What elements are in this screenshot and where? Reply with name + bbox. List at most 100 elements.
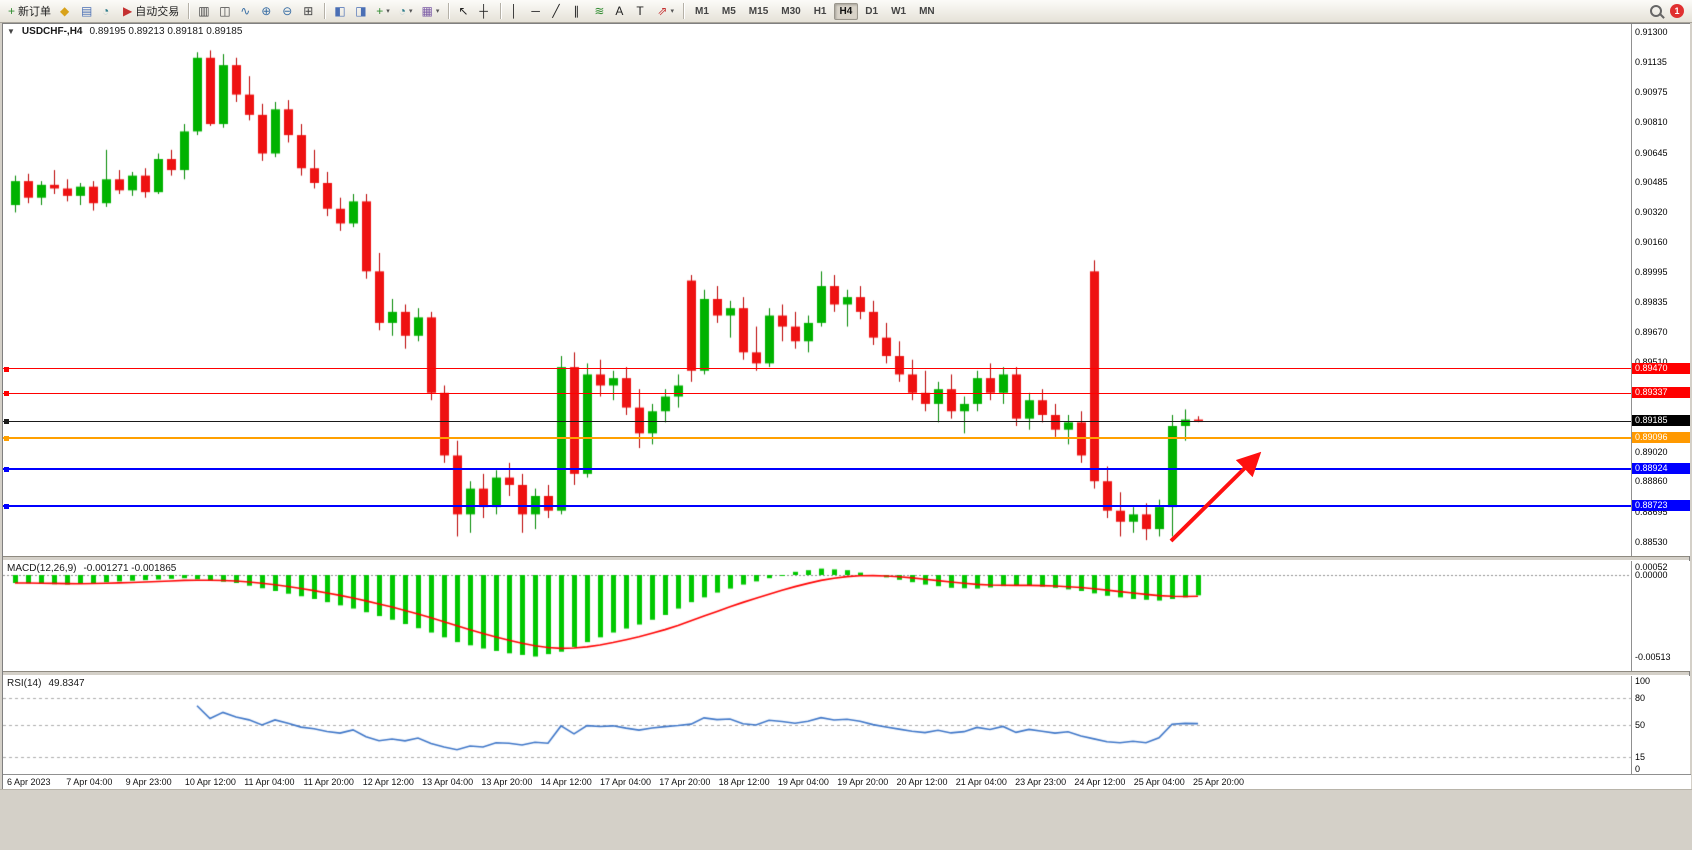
auto-arrange-icon: ◧ [334,4,346,18]
candlestick-chart-icon: ◫ [219,4,231,18]
symbol-period-label: USDCHF-,H4 [21,26,83,37]
horizontal-line-button[interactable]: ─ [527,2,547,20]
pane-separator-macd[interactable] [3,556,1689,561]
data-window-button[interactable]: ▤ [77,2,97,20]
metaeditor-button[interactable]: ◆ [56,2,76,20]
trend-arrow-annotation[interactable] [3,24,1631,556]
current-price-line-anchor[interactable] [4,419,9,425]
macd-pane[interactable]: MACD(12,26,9) -0.001271 -0.001865 [3,561,1631,671]
price-scale-label: 0.89995 [1635,267,1668,278]
new-order-icon: + [8,4,16,18]
pane-separator-rsi[interactable] [3,671,1689,676]
timeframe-button-m1[interactable]: M1 [689,3,715,20]
timeframe-button-m30[interactable]: M30 [775,3,806,20]
timeframe-button-m15[interactable]: M15 [743,3,774,20]
fibonacci-button[interactable]: ≋ [590,2,610,20]
horizontal-line-icon: ─ [531,4,540,18]
timeframe-button-m5[interactable]: M5 [716,3,742,20]
text-label-button[interactable]: T [632,2,652,20]
arrows-button[interactable]: ⇗ ▾ [653,2,678,20]
support-line-upper-anchor[interactable] [4,467,9,473]
channel-button[interactable]: ∥ [569,2,589,20]
rsi-label: RSI(14) [7,678,42,689]
price-chart-canvas[interactable] [3,24,1631,556]
time-axis-label: 18 Apr 12:00 [718,777,770,787]
candlestick-chart-button[interactable]: ◫ [215,2,235,20]
price-scale-label: 0.91300 [1635,27,1668,37]
crosshair-button[interactable]: ┼ [475,2,495,20]
pivot-line-orange-anchor[interactable] [4,435,9,441]
resistance-line-lower-anchor[interactable] [4,391,9,397]
toolbar-separator [324,3,326,19]
toolbar-separator [682,3,684,19]
price-pane[interactable]: ▼ USDCHF-,H4 0.89195 0.89213 0.89181 0.8… [3,24,1631,556]
zoom-in-icon: ⊕ [261,4,272,18]
periods-icon: ◔ [398,4,407,18]
timeframe-button-h1[interactable]: H1 [808,3,833,20]
current-price-line[interactable] [3,420,1631,422]
macd-scale[interactable]: 0.00052 0.00000 -0.00513 [1631,561,1690,671]
rsi-pane[interactable]: RSI(14) 49.8347 [3,676,1631,774]
trendline-button[interactable]: ╱ [548,2,568,20]
new-order-button[interactable]: + 新订单 [4,2,55,20]
macd-values: -0.001271 -0.001865 [83,563,177,574]
time-axis-label: 20 Apr 12:00 [896,777,948,787]
support-line-lower[interactable] [3,505,1631,508]
ohlc-values: 0.89195 0.89213 0.89181 0.89185 [89,26,243,37]
price-scale[interactable]: 0.91300 0.91135 0.90975 0.90810 0.90645 0.904… [1631,24,1690,556]
timeframe-button-d1[interactable]: D1 [859,3,884,20]
macd-canvas[interactable] [3,561,1631,671]
timeframe-button-mn[interactable]: MN [913,3,941,20]
support-line-upper[interactable] [3,468,1631,471]
chart-shift-button[interactable]: ◨ [351,2,371,20]
timeframe-button-h4[interactable]: H4 [833,2,859,20]
fibonacci-icon: ≋ [594,4,605,18]
autotrading-icon: ▶ [123,4,133,18]
line-chart-button[interactable]: ∿ [236,2,256,20]
crosshair-icon: ┼ [479,4,488,18]
zoom-out-button[interactable]: ⊖ [278,2,298,20]
price-scale-label: 0.89670 [1635,327,1668,338]
tile-windows-button[interactable]: ⊞ [299,2,319,20]
arrows-icon: ⇗ [657,4,668,18]
strategy-tester-button[interactable]: ◔ [98,2,118,20]
cursor-button[interactable]: ↖ [454,2,474,20]
time-axis-label: 17 Apr 04:00 [600,777,652,787]
time-axis-label: 25 Apr 20:00 [1193,777,1245,787]
time-axis[interactable]: 6 Apr 2023 7 Apr 04:00 9 Apr 23:00 10 Apr 1… [3,774,1691,790]
time-axis-label: 6 Apr 2023 [7,777,51,787]
rsi-scale[interactable]: 100 80 50 15 0 [1631,676,1690,774]
dropdown-caret-icon: ▾ [386,8,390,15]
resistance-line-lower[interactable] [3,392,1631,394]
resistance-line-lower-badge: 0.89337 [1632,387,1690,399]
support-line-lower-anchor[interactable] [4,504,9,510]
time-axis-label: 13 Apr 20:00 [481,777,533,787]
indicators-button[interactable]: + ▾ [372,2,394,20]
text-button[interactable]: A [611,2,631,20]
trend-arrow-line[interactable] [1169,451,1262,543]
resistance-line-upper-badge: 0.89470 [1632,362,1690,374]
resistance-line-upper[interactable] [3,368,1631,370]
autotrading-button[interactable]: ▶ 自动交易 [119,2,183,20]
search-icon[interactable] [1650,5,1662,17]
price-scale-label: 0.88860 [1635,476,1668,487]
auto-arrange-button[interactable]: ◧ [330,2,350,20]
one-click-trading-toggle[interactable]: ▼ [7,27,15,36]
toolbar-separator [500,3,502,19]
timeframe-button-w1[interactable]: W1 [885,3,912,20]
pivot-line-orange[interactable] [3,436,1631,439]
resistance-line-upper-anchor[interactable] [4,366,9,372]
pivot-line-orange-badge: 0.89096 [1632,431,1690,443]
line-chart-icon: ∿ [240,4,251,18]
time-axis-label: 14 Apr 12:00 [540,777,592,787]
rsi-canvas[interactable] [3,676,1631,774]
notification-badge[interactable]: 1 [1670,4,1684,18]
time-axis-label: 7 Apr 04:00 [66,777,113,787]
zoom-in-button[interactable]: ⊕ [257,2,277,20]
vertical-line-button[interactable]: │ [506,2,526,20]
templates-button[interactable]: ▦ ▾ [418,2,444,20]
indicators-icon: + [376,4,384,18]
bar-chart-button[interactable]: ▥ [194,2,214,20]
periods-button[interactable]: ◔ ▾ [395,2,417,20]
